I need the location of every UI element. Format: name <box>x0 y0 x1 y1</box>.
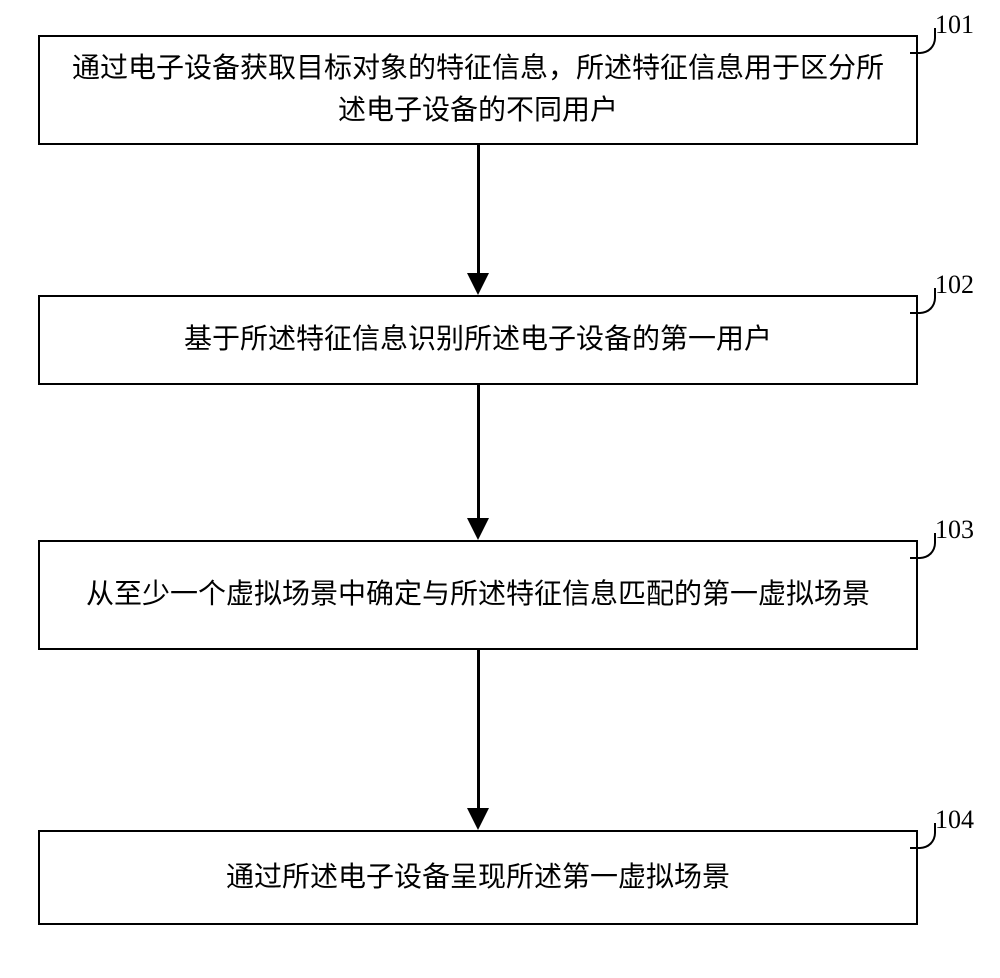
flow-step-1-text: 通过电子设备获取目标对象的特征信息，所述特征信息用于区分所述电子设备的不同用户 <box>60 48 896 132</box>
flow-step-3: 从至少一个虚拟场景中确定与所述特征信息匹配的第一虚拟场景 <box>38 540 918 650</box>
flow-step-1-label: 101 <box>935 10 974 40</box>
flow-arrow-3 <box>467 650 489 830</box>
arrow-head-icon <box>467 273 489 295</box>
label-connector-2 <box>910 288 936 314</box>
flow-step-2-label: 102 <box>935 270 974 300</box>
flow-step-4-text: 通过所述电子设备呈现所述第一虚拟场景 <box>226 857 730 899</box>
flow-arrow-1 <box>467 145 489 295</box>
flow-step-4: 通过所述电子设备呈现所述第一虚拟场景 <box>38 830 918 925</box>
flow-step-3-label: 103 <box>935 515 974 545</box>
arrow-line <box>477 145 480 273</box>
flow-step-2: 基于所述特征信息识别所述电子设备的第一用户 <box>38 295 918 385</box>
label-connector-1 <box>910 28 936 54</box>
label-connector-4 <box>910 823 936 849</box>
flow-step-1: 通过电子设备获取目标对象的特征信息，所述特征信息用于区分所述电子设备的不同用户 <box>38 35 918 145</box>
flow-step-3-text: 从至少一个虚拟场景中确定与所述特征信息匹配的第一虚拟场景 <box>86 574 870 616</box>
flow-arrow-2 <box>467 385 489 540</box>
flow-step-4-label: 104 <box>935 805 974 835</box>
arrow-line <box>477 650 480 808</box>
arrow-line <box>477 385 480 518</box>
arrow-head-icon <box>467 808 489 830</box>
flow-step-2-text: 基于所述特征信息识别所述电子设备的第一用户 <box>184 319 772 361</box>
flowchart-container: 通过电子设备获取目标对象的特征信息，所述特征信息用于区分所述电子设备的不同用户 … <box>0 0 1000 978</box>
label-connector-3 <box>910 533 936 559</box>
arrow-head-icon <box>467 518 489 540</box>
